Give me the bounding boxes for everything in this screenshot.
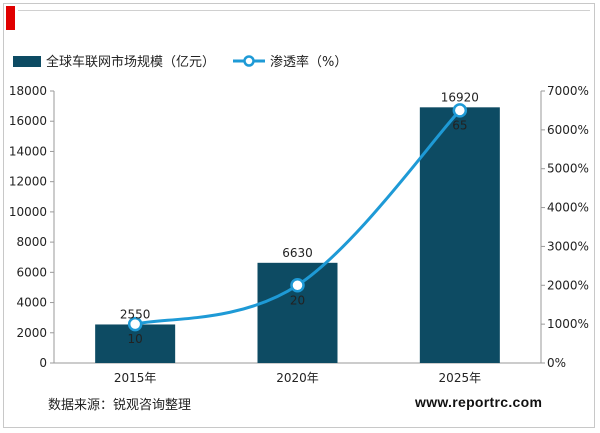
website-watermark: www.reportrc.com xyxy=(415,394,543,410)
line-point xyxy=(290,278,305,293)
y-tick-label: 10000 xyxy=(9,205,47,219)
legend-bar-label: 全球车联网市场规模（亿元） xyxy=(46,54,215,70)
y-tick-label: 6000 xyxy=(16,265,47,279)
line-point xyxy=(452,103,468,118)
bar-value-label: 16920 xyxy=(441,90,479,104)
y-tick-label: 8000 xyxy=(16,235,47,249)
y2-tick-label: 3000% xyxy=(547,239,589,253)
accent-bar xyxy=(6,6,15,30)
y2-tick-label: 6000% xyxy=(547,123,589,137)
legend: 全球车联网市场规模（亿元） 渗透率（%） xyxy=(13,54,347,70)
y-tick-label: 12000 xyxy=(9,175,47,189)
y2-tick-label: 4000% xyxy=(547,201,589,215)
line-value-label: 20 xyxy=(290,293,305,307)
legend-line-marker xyxy=(243,55,255,67)
y-tick-label: 2000 xyxy=(16,326,47,340)
line-value-label: 65 xyxy=(452,118,467,132)
line-point xyxy=(127,316,143,332)
axes: 0 2000 4000 6000 8000 10000 12000 14000 16000 180… xyxy=(9,84,589,385)
legend-bar-swatch xyxy=(13,56,41,67)
y2-tick-label: 5000% xyxy=(547,162,589,176)
bars xyxy=(95,107,500,363)
penetration-line xyxy=(127,103,468,332)
source-note: 数据来源：锐观咨询整理 xyxy=(48,398,192,413)
x-tick-label: 2015年 xyxy=(114,371,157,385)
y-tick-label: 18000 xyxy=(9,84,47,98)
y2-tick-label: 0% xyxy=(547,356,566,370)
bar xyxy=(419,107,500,363)
y-tick-label: 14000 xyxy=(9,144,47,158)
y-tick-label: 4000 xyxy=(16,296,47,310)
y-tick-label: 16000 xyxy=(9,114,47,128)
x-tick-label: 2025年 xyxy=(439,371,482,385)
bar xyxy=(257,262,338,363)
y-tick-label: 0 xyxy=(39,356,47,370)
y2-tick-label: 7000% xyxy=(547,84,589,98)
header-divider xyxy=(18,10,590,11)
x-tick-label: 2020年 xyxy=(276,371,319,385)
line-value-label: 10 xyxy=(128,332,143,346)
legend-line-label: 渗透率（%） xyxy=(270,54,347,70)
y2-tick-label: 1000% xyxy=(547,317,589,331)
bar-value-label: 2550 xyxy=(120,307,151,321)
bar-value-label: 6630 xyxy=(282,246,313,260)
data-labels: 2550 6630 16920 10 20 65 xyxy=(120,90,479,346)
y2-tick-label: 2000% xyxy=(547,278,589,292)
